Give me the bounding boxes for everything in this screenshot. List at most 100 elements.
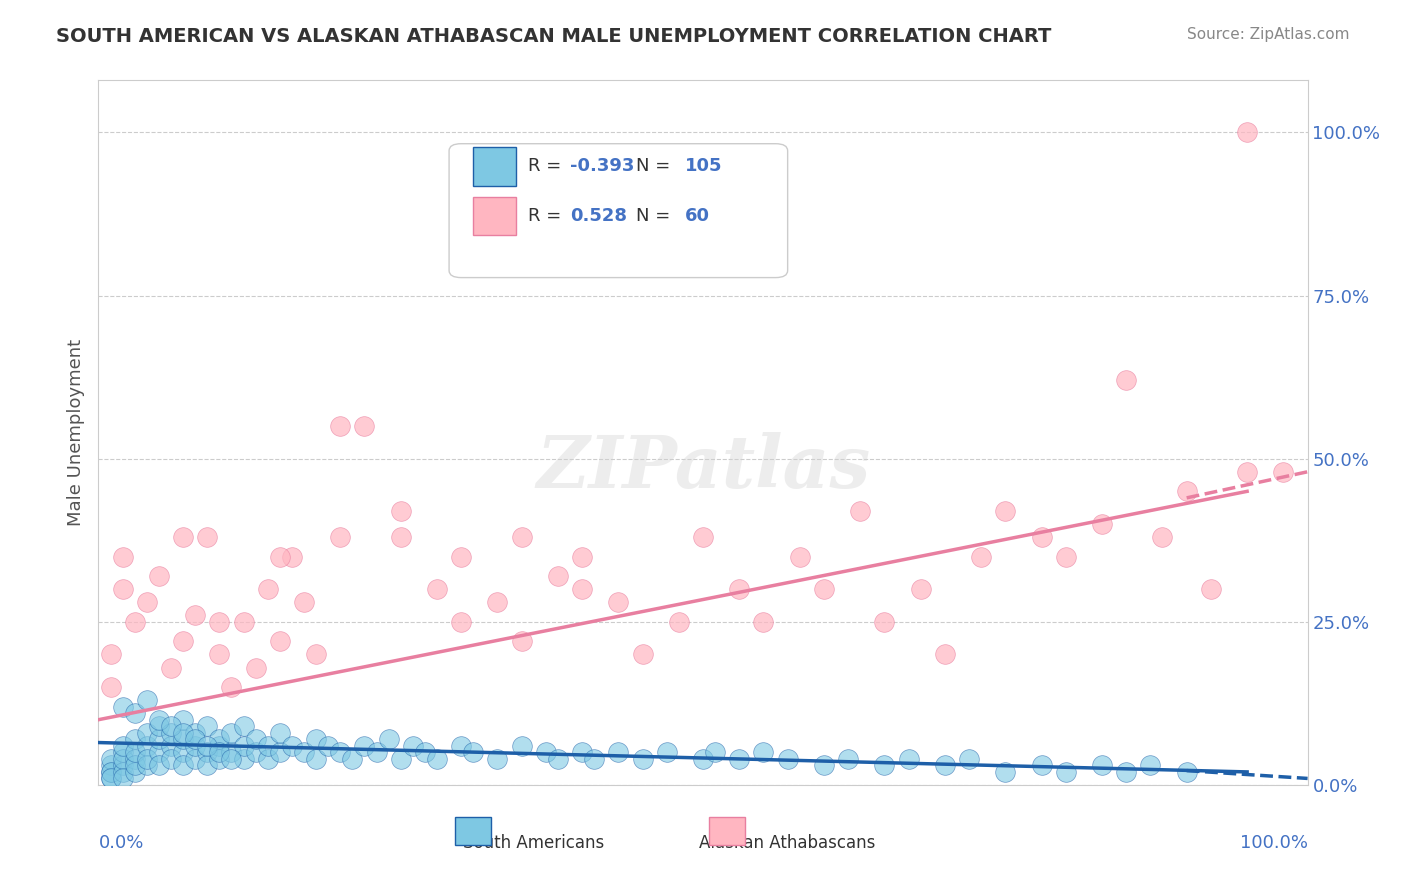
Point: [160, 739, 183, 753]
Point: [111, 764, 134, 779]
Point: [269, 745, 291, 759]
Point: [389, 530, 412, 544]
Point: [728, 752, 751, 766]
Point: [100, 648, 122, 662]
Point: [389, 504, 412, 518]
Point: [994, 764, 1017, 779]
Point: [111, 752, 134, 766]
Point: [124, 745, 146, 759]
Point: [221, 725, 243, 739]
Point: [934, 758, 956, 772]
Point: [111, 582, 134, 597]
Point: [1091, 758, 1114, 772]
Text: 0.0%: 0.0%: [98, 834, 143, 852]
Point: [100, 764, 122, 779]
Point: [510, 739, 533, 753]
Point: [292, 595, 315, 609]
Point: [269, 634, 291, 648]
Point: [256, 752, 278, 766]
Point: [124, 764, 146, 779]
FancyBboxPatch shape: [709, 817, 745, 845]
Point: [184, 739, 207, 753]
Point: [873, 758, 896, 772]
Point: [100, 752, 122, 766]
Point: [100, 772, 122, 786]
Point: [329, 419, 352, 434]
Point: [1031, 530, 1053, 544]
Point: [208, 752, 231, 766]
Point: [232, 615, 254, 629]
Point: [389, 752, 412, 766]
Point: [1175, 764, 1198, 779]
Point: [111, 739, 134, 753]
Point: [728, 582, 751, 597]
Point: [208, 732, 231, 747]
Point: [160, 719, 183, 733]
Point: [631, 648, 654, 662]
Point: [305, 648, 328, 662]
Point: [292, 745, 315, 759]
Point: [172, 732, 194, 747]
Point: [172, 745, 194, 759]
FancyBboxPatch shape: [449, 144, 787, 277]
Point: [281, 549, 304, 564]
Point: [148, 713, 170, 727]
Point: [463, 745, 485, 759]
Point: [256, 582, 278, 597]
Point: [510, 634, 533, 648]
Point: [148, 745, 170, 759]
Point: [172, 713, 194, 727]
Point: [184, 752, 207, 766]
Point: [426, 752, 449, 766]
Point: [1115, 764, 1137, 779]
Text: 0.528: 0.528: [569, 207, 627, 225]
Point: [111, 699, 134, 714]
Point: [195, 739, 218, 753]
Point: [256, 739, 278, 753]
Point: [692, 530, 714, 544]
Point: [1031, 758, 1053, 772]
Point: [232, 719, 254, 733]
Point: [195, 745, 218, 759]
Point: [1236, 465, 1258, 479]
Point: [172, 634, 194, 648]
FancyBboxPatch shape: [456, 817, 492, 845]
Point: [208, 745, 231, 759]
Point: [353, 419, 375, 434]
Point: [305, 752, 328, 766]
Point: [934, 648, 956, 662]
Point: [135, 693, 157, 707]
Point: [571, 745, 593, 759]
Point: [232, 752, 254, 766]
Point: [704, 745, 727, 759]
Point: [184, 608, 207, 623]
Point: [583, 752, 606, 766]
Point: [160, 725, 183, 739]
Point: [1272, 465, 1295, 479]
Point: [329, 530, 352, 544]
Text: 60: 60: [685, 207, 710, 225]
Point: [208, 615, 231, 629]
Text: R =: R =: [527, 207, 567, 225]
Point: [281, 739, 304, 753]
Text: SOUTH AMERICAN VS ALASKAN ATHABASCAN MALE UNEMPLOYMENT CORRELATION CHART: SOUTH AMERICAN VS ALASKAN ATHABASCAN MAL…: [56, 27, 1052, 45]
Point: [957, 752, 980, 766]
Point: [752, 615, 775, 629]
Point: [571, 549, 593, 564]
Point: [172, 758, 194, 772]
Point: [668, 615, 690, 629]
Point: [195, 530, 218, 544]
Point: [1152, 530, 1174, 544]
Point: [124, 615, 146, 629]
Point: [534, 745, 557, 759]
Point: [547, 752, 569, 766]
Point: [910, 582, 932, 597]
Point: [160, 660, 183, 674]
Point: [100, 764, 122, 779]
Point: [329, 745, 352, 759]
Point: [547, 569, 569, 583]
Point: [135, 595, 157, 609]
Point: [221, 745, 243, 759]
Point: [195, 719, 218, 733]
Point: [124, 732, 146, 747]
